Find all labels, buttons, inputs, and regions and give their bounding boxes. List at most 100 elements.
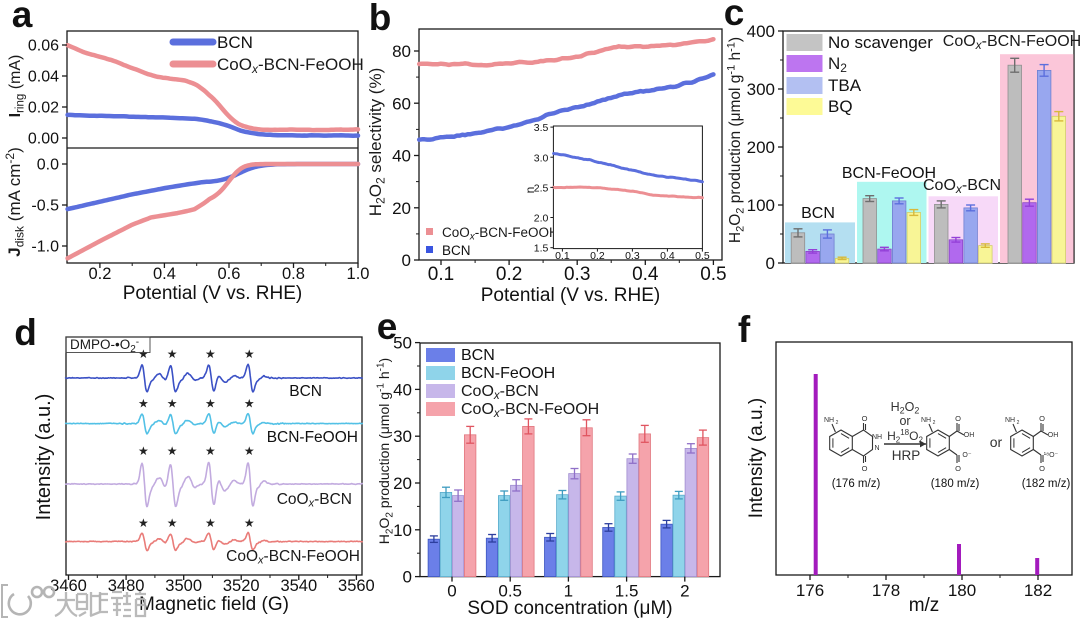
- svg-text:-0.5: -0.5: [31, 198, 59, 215]
- svg-text:3540: 3540: [280, 577, 317, 595]
- svg-text:H2O2 selectivity (%): H2O2 selectivity (%): [366, 68, 388, 216]
- svg-text:BCN-FeOOH: BCN-FeOOH: [267, 429, 358, 446]
- svg-text:Intensity (a.u.): Intensity (a.u.): [746, 398, 767, 518]
- svg-text:e: e: [377, 306, 398, 347]
- svg-text:NH: NH: [921, 417, 931, 424]
- svg-text:★: ★: [205, 347, 216, 361]
- svg-text:400: 400: [747, 22, 775, 41]
- svg-text:3560: 3560: [338, 577, 375, 595]
- svg-text:0.1: 0.1: [428, 264, 454, 285]
- svg-text:Jdisk (mA cm-2): Jdisk (mA cm-2): [3, 147, 27, 257]
- svg-text:H2O2 production (μmol g-1 h-1): H2O2 production (μmol g-1 h-1): [726, 37, 747, 243]
- svg-text:182: 182: [1024, 581, 1052, 600]
- svg-text:OH: OH: [1048, 432, 1059, 439]
- svg-text:or: or: [899, 414, 910, 428]
- svg-text:★: ★: [138, 516, 149, 530]
- svg-text:40: 40: [392, 147, 411, 166]
- svg-text:3.0: 3.0: [534, 152, 549, 164]
- svg-text:or: or: [990, 434, 1003, 450]
- svg-text:CoOx-BCN-FeOOH: CoOx-BCN-FeOOH: [943, 33, 1080, 52]
- svg-text:0.2: 0.2: [88, 265, 111, 283]
- svg-text:BCN: BCN: [801, 205, 835, 222]
- svg-text:176: 176: [796, 581, 824, 600]
- svg-text:1.5: 1.5: [534, 243, 549, 255]
- svg-text:★: ★: [244, 347, 255, 361]
- svg-text:CoOx-BCN-FeOOH: CoOx-BCN-FeOOH: [442, 225, 559, 243]
- svg-text:20: 20: [393, 474, 412, 493]
- svg-text:2: 2: [680, 582, 689, 601]
- svg-text:0.5: 0.5: [498, 582, 522, 601]
- svg-text:0.5: 0.5: [695, 250, 710, 262]
- svg-text:(176 m/z): (176 m/z): [832, 478, 881, 490]
- svg-text:(182 m/z): (182 m/z): [1022, 478, 1071, 490]
- svg-text:H2O2 production (μmol g-1 h-1): H2O2 production (μmol g-1 h-1): [376, 358, 396, 544]
- svg-text:O: O: [1039, 414, 1045, 423]
- svg-text:200: 200: [747, 138, 775, 157]
- svg-text:BQ: BQ: [828, 97, 853, 116]
- svg-text:O: O: [955, 414, 961, 423]
- svg-text:60: 60: [392, 94, 411, 113]
- svg-text:SOD concentration (μM): SOD concentration (μM): [467, 598, 672, 619]
- svg-text:★: ★: [167, 347, 178, 361]
- svg-text:TBA: TBA: [828, 76, 862, 95]
- svg-text:★: ★: [244, 444, 255, 458]
- svg-text:0.1: 0.1: [555, 250, 570, 262]
- svg-text:1.0: 1.0: [347, 265, 370, 283]
- svg-text:2: 2: [836, 420, 839, 426]
- svg-text:n: n: [523, 187, 537, 194]
- svg-text:180: 180: [948, 581, 976, 600]
- svg-text:★: ★: [205, 397, 216, 411]
- svg-text:-1.0: -1.0: [31, 239, 59, 256]
- svg-text:1.5: 1.5: [615, 582, 639, 601]
- svg-text:0.00: 0.00: [28, 131, 59, 148]
- svg-text:0.6: 0.6: [217, 265, 240, 283]
- svg-text:0.8: 0.8: [282, 265, 305, 283]
- svg-text:0: 0: [403, 568, 412, 587]
- svg-text:CoOx-BCN-FeOOH: CoOx-BCN-FeOOH: [461, 401, 599, 420]
- svg-text:Magnetic field (G): Magnetic field (G): [139, 594, 289, 615]
- svg-text:NH: NH: [1005, 417, 1015, 424]
- svg-text:50: 50: [393, 334, 412, 353]
- svg-text:0.02: 0.02: [28, 100, 59, 117]
- svg-text:BCN: BCN: [461, 347, 495, 364]
- svg-text:0.2: 0.2: [496, 264, 522, 285]
- svg-text:★: ★: [138, 397, 149, 411]
- svg-text:O: O: [955, 464, 961, 473]
- svg-text:1: 1: [564, 582, 573, 601]
- svg-text:10: 10: [393, 521, 412, 540]
- svg-text:f: f: [738, 309, 751, 350]
- svg-text:3500: 3500: [165, 577, 202, 595]
- svg-text:2: 2: [1017, 420, 1020, 426]
- svg-text:★: ★: [167, 397, 178, 411]
- svg-text:0.3: 0.3: [625, 250, 640, 262]
- svg-text:b: b: [369, 0, 392, 38]
- svg-text:2.0: 2.0: [534, 213, 549, 225]
- svg-text:NH: NH: [824, 417, 834, 424]
- svg-text:0.4: 0.4: [153, 265, 176, 283]
- svg-text:30: 30: [393, 427, 412, 446]
- svg-text:CoOx-BCN-FeOOH: CoOx-BCN-FeOOH: [226, 548, 360, 567]
- svg-text:2: 2: [933, 420, 936, 426]
- svg-text:0.5: 0.5: [700, 264, 726, 285]
- svg-text:0.04: 0.04: [28, 69, 59, 86]
- svg-text:Potential (V vs. RHE): Potential (V vs. RHE): [123, 283, 303, 304]
- svg-text:300: 300: [747, 80, 775, 99]
- svg-text:20: 20: [392, 199, 411, 218]
- svg-text:BCN-FeOOH: BCN-FeOOH: [461, 365, 555, 382]
- svg-text:0.4: 0.4: [660, 250, 675, 262]
- svg-text:BCN-FeOOH: BCN-FeOOH: [842, 165, 936, 182]
- svg-text:★: ★: [244, 397, 255, 411]
- svg-text:H2O2: H2O2: [891, 400, 920, 416]
- svg-text:No scavenger: No scavenger: [828, 33, 933, 52]
- svg-text:c: c: [724, 0, 745, 33]
- svg-text:★: ★: [138, 347, 149, 361]
- svg-text:★: ★: [205, 516, 216, 530]
- svg-text:CoOx-BCN: CoOx-BCN: [923, 177, 1001, 196]
- svg-text:★: ★: [138, 444, 149, 458]
- svg-text:¹⁸O⁻: ¹⁸O⁻: [1044, 452, 1059, 459]
- svg-text:0: 0: [447, 582, 456, 601]
- svg-text:O: O: [862, 464, 868, 473]
- svg-text:★: ★: [205, 444, 216, 458]
- svg-text:CoOx-BCN: CoOx-BCN: [461, 383, 539, 402]
- svg-text:BCN: BCN: [442, 243, 471, 258]
